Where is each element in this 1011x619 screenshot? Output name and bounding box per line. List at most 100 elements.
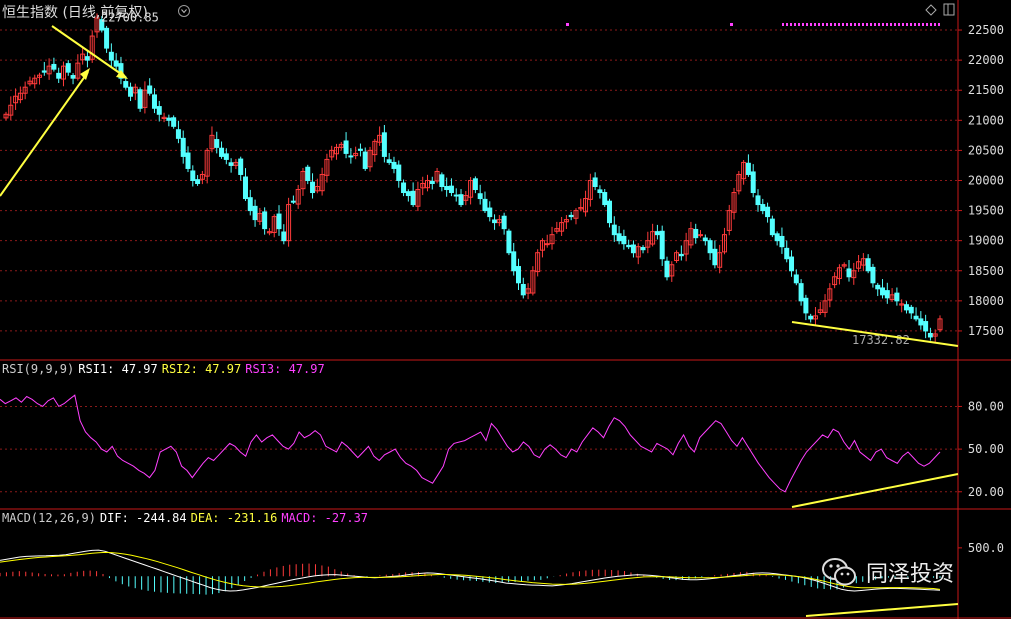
arrow-head xyxy=(116,70,128,79)
candle-body xyxy=(621,235,627,245)
candle-body xyxy=(94,17,100,33)
signal-dot xyxy=(822,23,824,26)
candle-body xyxy=(793,274,799,284)
price-tick-label: 17500 xyxy=(968,324,1004,338)
candle-body xyxy=(32,77,38,85)
rsi-label: RSI(9,9,9) xyxy=(2,362,75,376)
candle-body xyxy=(769,218,775,236)
signal-dot xyxy=(910,23,912,26)
candle-body xyxy=(60,65,66,80)
candle-body xyxy=(190,170,196,181)
chart-title: 恒生指数 (日线,前复权) xyxy=(2,5,148,21)
candle-body xyxy=(319,173,325,192)
high-price-label: 22700.85 xyxy=(101,10,159,24)
candle-body xyxy=(535,252,541,273)
candle-body xyxy=(104,27,110,49)
candle-body xyxy=(108,51,114,61)
candle-body xyxy=(482,198,488,212)
candle-body xyxy=(276,213,282,230)
candle-body xyxy=(487,207,493,218)
candle-body xyxy=(75,62,81,79)
price-tick-label: 20000 xyxy=(968,173,1004,187)
watermark-text: 同泽投资 xyxy=(866,562,955,587)
candle-body xyxy=(281,231,287,242)
candle-body xyxy=(544,243,550,246)
candle-body xyxy=(56,72,62,79)
candle-body xyxy=(113,60,119,67)
candle-body xyxy=(812,315,818,320)
candle-body xyxy=(745,162,751,175)
candle-body xyxy=(784,247,790,260)
candle-body xyxy=(17,92,23,101)
candle-body xyxy=(434,170,440,182)
signal-dot xyxy=(930,23,932,26)
candle-body xyxy=(128,86,134,97)
signal-dot xyxy=(906,23,908,26)
candle-body xyxy=(80,53,86,61)
signal-dot xyxy=(790,23,792,26)
price-tick-label: 19500 xyxy=(968,204,1004,218)
macd-histogram xyxy=(0,563,941,595)
candle-body xyxy=(99,19,105,31)
candle-body xyxy=(305,166,311,181)
candle-body xyxy=(242,176,248,200)
candle-body xyxy=(750,171,756,194)
macd-label: MACD(12,26,9) xyxy=(2,511,96,525)
signal-dot xyxy=(926,23,928,26)
arrow-head xyxy=(80,68,90,80)
candle-body xyxy=(286,204,292,242)
candle-body xyxy=(415,189,421,207)
candle-body xyxy=(693,228,699,239)
candle-body xyxy=(602,192,608,206)
candle-body xyxy=(880,287,886,296)
candle-body xyxy=(41,70,47,73)
signal-dot xyxy=(866,23,868,26)
candle-body xyxy=(252,205,258,221)
candle-body xyxy=(865,258,871,272)
candle-body xyxy=(827,288,833,301)
watermark: 同泽投资 xyxy=(822,556,954,588)
candle-body xyxy=(592,177,598,188)
candle-body xyxy=(381,132,387,157)
candle-body xyxy=(166,117,172,121)
candle-body xyxy=(386,159,392,163)
candle-body xyxy=(932,333,938,337)
candle-body xyxy=(22,86,28,94)
candle-body xyxy=(923,321,929,332)
candle-body xyxy=(731,192,737,213)
candle-body xyxy=(736,173,742,192)
candle-body xyxy=(362,151,368,169)
candle-body xyxy=(607,200,613,224)
candle-body xyxy=(549,234,555,245)
candle-body xyxy=(626,244,632,248)
candle-body xyxy=(583,198,589,213)
window-icon xyxy=(943,3,955,16)
candle-body xyxy=(630,244,636,254)
signal-dot xyxy=(566,23,569,26)
dropdown-chevron-icon[interactable] xyxy=(178,5,190,17)
candle-body xyxy=(343,140,349,154)
candle-body xyxy=(204,149,210,177)
candle-body xyxy=(645,240,651,248)
candle-body xyxy=(156,106,162,115)
candle-body xyxy=(616,233,622,242)
candle-body xyxy=(367,149,373,168)
candle-body xyxy=(223,153,229,160)
candle-body xyxy=(257,213,263,222)
candles xyxy=(3,13,943,343)
candle-body xyxy=(832,276,838,286)
candle-body xyxy=(587,179,593,200)
signal-dot xyxy=(934,23,936,26)
candle-body xyxy=(262,211,268,230)
candle-body xyxy=(884,290,890,299)
candle-body xyxy=(142,89,148,108)
candle-body xyxy=(410,190,416,206)
candle-body xyxy=(132,86,138,94)
candle-body xyxy=(899,303,905,306)
candle-body xyxy=(674,252,680,262)
candle-body xyxy=(492,219,498,224)
candle-body xyxy=(654,231,660,236)
candle-body xyxy=(563,219,569,223)
trend-line-up xyxy=(0,71,89,197)
